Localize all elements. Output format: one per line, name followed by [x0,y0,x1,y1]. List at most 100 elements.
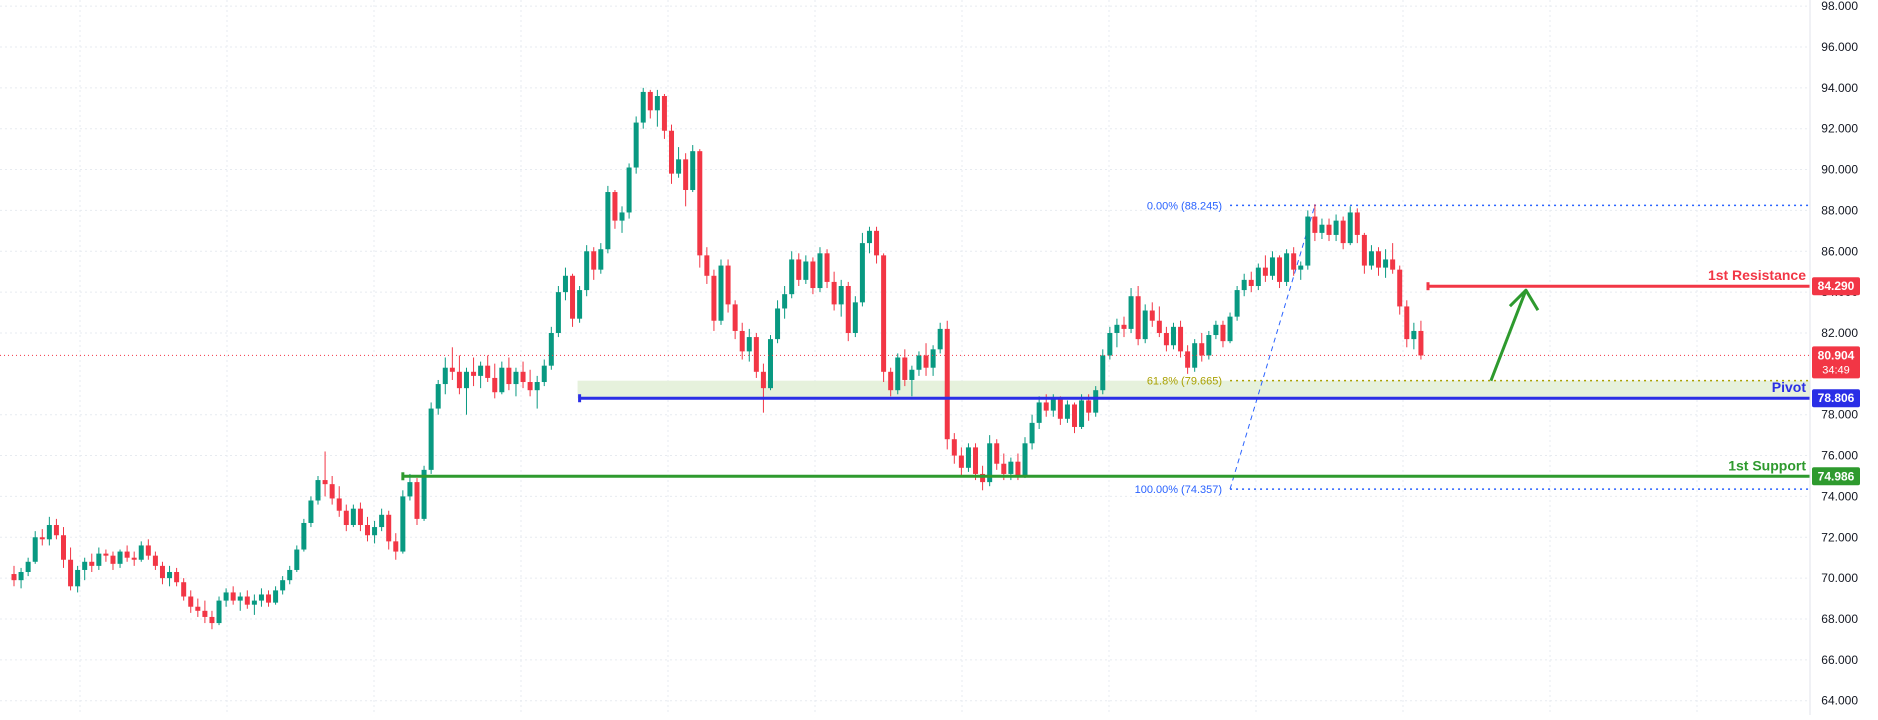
candle-body [435,384,441,409]
level-price-badge-text: 74.986 [1818,469,1855,483]
candle [640,87,646,129]
candle-body [442,367,448,385]
candle [1404,300,1410,348]
candle [301,518,307,552]
candle [1022,437,1028,479]
candle-body [492,377,498,393]
candle-body [287,569,293,581]
candle [230,586,236,605]
candle-body [661,96,667,131]
y-tick-label: 68.000 [1821,612,1858,626]
candle-body [527,382,533,391]
y-tick-label: 92.000 [1821,122,1858,136]
candle-body [110,555,116,564]
candle-body [1185,351,1191,368]
candle-body [463,371,469,389]
candle [195,598,201,617]
y-tick-label: 66.000 [1821,653,1858,667]
candle [1142,304,1148,344]
candle [53,518,59,540]
levels-layer: 1st Resistance Pivot 1st Support [0,267,1810,481]
candle-body [1411,330,1417,340]
candle [1368,245,1374,270]
candle-body [520,371,526,383]
candle-body [230,592,236,601]
candle [287,565,293,585]
candle-body [1043,402,1049,411]
y-tick-label: 64.000 [1821,694,1858,708]
candle [1354,208,1360,244]
candle [386,510,392,550]
y-tick-label: 82.000 [1821,326,1858,340]
y-tick-label: 94.000 [1821,81,1858,95]
candle [1107,326,1113,360]
candle [492,363,498,399]
candle [951,433,957,464]
candle-body [75,569,81,587]
candle [499,361,505,395]
candle-body [216,600,222,624]
candle-body [53,525,59,536]
level-price-badge-text: 78.806 [1818,391,1855,405]
candle [739,322,745,360]
candle [75,565,81,593]
candle [866,226,872,254]
candle-body [428,408,434,470]
candle-body [1107,332,1113,356]
candle [1079,394,1085,429]
candle-body [633,122,639,168]
candle-body [1100,355,1106,391]
candle-body [68,559,74,587]
candle [718,259,724,325]
y-tick-label: 86.000 [1821,244,1858,258]
candle-body [753,337,759,372]
candle-body [612,192,618,221]
candle [1284,249,1290,286]
candle-body [145,545,151,556]
zone-layer [577,380,1810,399]
candle-body [400,496,406,552]
candle [428,402,434,474]
candle [633,116,639,174]
candle [89,553,95,572]
candle [683,153,689,207]
level-price-badge [1812,277,1860,296]
candle-body [251,600,257,605]
level-name-label: Pivot [1772,379,1807,395]
candle-body [1072,404,1077,427]
candle-body [32,537,38,562]
candle [534,375,540,409]
candle-body [301,522,307,550]
candle-body [1361,234,1367,266]
candle-body [1079,400,1085,427]
candle [237,592,243,611]
y-tick-label: 70.000 [1821,571,1858,585]
pivot-zone [577,380,1810,399]
candle-body [690,151,696,190]
candle-body [548,332,554,366]
candle [973,443,979,481]
candle [1185,345,1191,374]
candle [626,163,632,219]
candle-body [478,365,484,376]
candle-body [506,367,512,385]
candle [343,504,349,532]
candle [1305,210,1311,270]
candle-body [1135,296,1141,340]
candle [372,520,378,544]
projection-arrow-head [1508,288,1540,311]
candle [25,557,31,577]
candle [923,343,929,376]
candle [68,547,74,591]
candle [216,596,222,626]
candles-layer [11,87,1424,630]
candle [145,539,151,560]
candle [336,486,342,517]
candle-body [471,371,477,376]
candle [1227,312,1233,344]
candle-body [570,275,576,319]
candle [513,367,519,397]
candle [414,478,420,526]
candle-body [117,551,123,564]
candle-body [930,349,936,368]
